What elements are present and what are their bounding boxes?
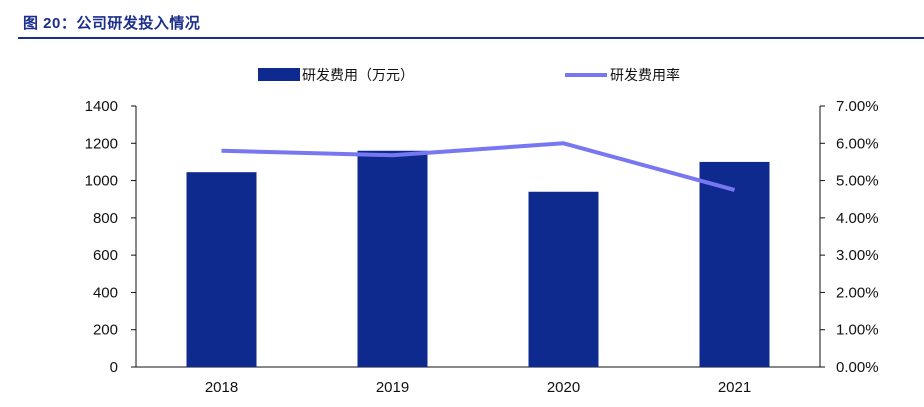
line-series [221, 141, 736, 192]
bar [528, 191, 599, 367]
y-right-tick-label: 4.00% [836, 210, 879, 227]
y-left-tick-label: 1200 [85, 135, 118, 152]
legend: 研发费用（万元） 研发费用率 [258, 67, 680, 84]
y-right-tick-label: 1.00% [836, 322, 879, 339]
y-left-tick-label: 200 [93, 322, 118, 339]
figure-header: 图 20：公司研发投入情况 [0, 0, 924, 40]
y-right-tick-label: 3.00% [836, 247, 879, 264]
y-left-tick-label: 1000 [85, 173, 118, 190]
y-right-tick-label: 7.00% [836, 98, 879, 115]
line-path [221, 141, 736, 192]
x-tick-label: 2020 [547, 379, 580, 396]
y-right-tick-label: 2.00% [836, 284, 879, 301]
y-left-tick-label: 600 [93, 247, 118, 264]
bar [699, 161, 770, 367]
y-right-tick-label: 6.00% [836, 135, 879, 152]
y-left-tick-label: 1400 [85, 98, 118, 115]
legend-label-line: 研发费用率 [610, 67, 680, 84]
x-tick-label: 2018 [205, 379, 238, 396]
figure-title: 图 20：公司研发投入情况 [23, 15, 201, 32]
y-left-tick-label: 0 [110, 359, 118, 376]
bar-series [186, 150, 770, 367]
bar [186, 172, 257, 367]
title-underline [18, 37, 924, 39]
x-tick-label: 2021 [718, 379, 751, 396]
y-left-tick-label: 800 [93, 210, 118, 227]
legend-swatch-bar [258, 68, 300, 81]
y-right-tick-label: 5.00% [836, 173, 879, 190]
legend-label-bar: 研发费用（万元） [302, 68, 414, 84]
x-tick-label: 2019 [376, 379, 409, 396]
bar [357, 150, 428, 367]
x-axis-labels: 2018 2019 2020 2021 [205, 379, 751, 396]
y-right-tick-label: 0.00% [836, 359, 879, 376]
y-left-tick-label: 400 [93, 284, 118, 301]
